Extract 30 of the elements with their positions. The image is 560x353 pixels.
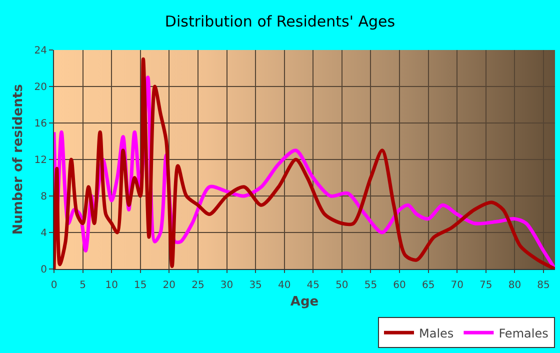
x-tick-label: 30 [220,280,234,291]
x-tick-label: 75 [480,280,492,291]
x-tick-label: 25 [192,280,204,291]
x-tick-label: 70 [450,280,464,291]
y-tick-label: 4 [40,228,47,239]
y-tick-label: 12 [34,155,47,166]
x-tick-label: 60 [393,280,406,291]
x-tick-label: 15 [134,280,147,291]
x-tick-label: 80 [508,280,522,291]
y-tick-label: 24 [34,46,47,56]
x-tick-label: 65 [422,280,435,291]
y-tick-label: 8 [40,192,47,202]
legend-label: Males [419,326,454,340]
x-axis-title: Age [290,294,319,310]
x-tick-label: 0 [50,280,58,291]
x-tick-label: 85 [537,280,550,291]
x-tick-label: 10 [105,280,118,291]
y-tick-label: 20 [34,82,47,93]
x-tick-label: 55 [364,280,378,291]
legend-label: Females [498,326,548,340]
x-tick-label: 5 [80,280,86,291]
x-tick-label: 40 [278,280,291,291]
x-tick-label: 35 [249,280,262,291]
x-tick-label: 50 [336,280,348,291]
x-tick-label: 45 [306,280,320,291]
y-tick-label: 16 [34,118,47,130]
x-tick-label: 20 [162,280,176,291]
y-tick-label: 0 [40,264,47,276]
y-axis-title: Number of residents [11,84,26,235]
chart-title: Distribution of Residents' Ages [164,12,396,30]
